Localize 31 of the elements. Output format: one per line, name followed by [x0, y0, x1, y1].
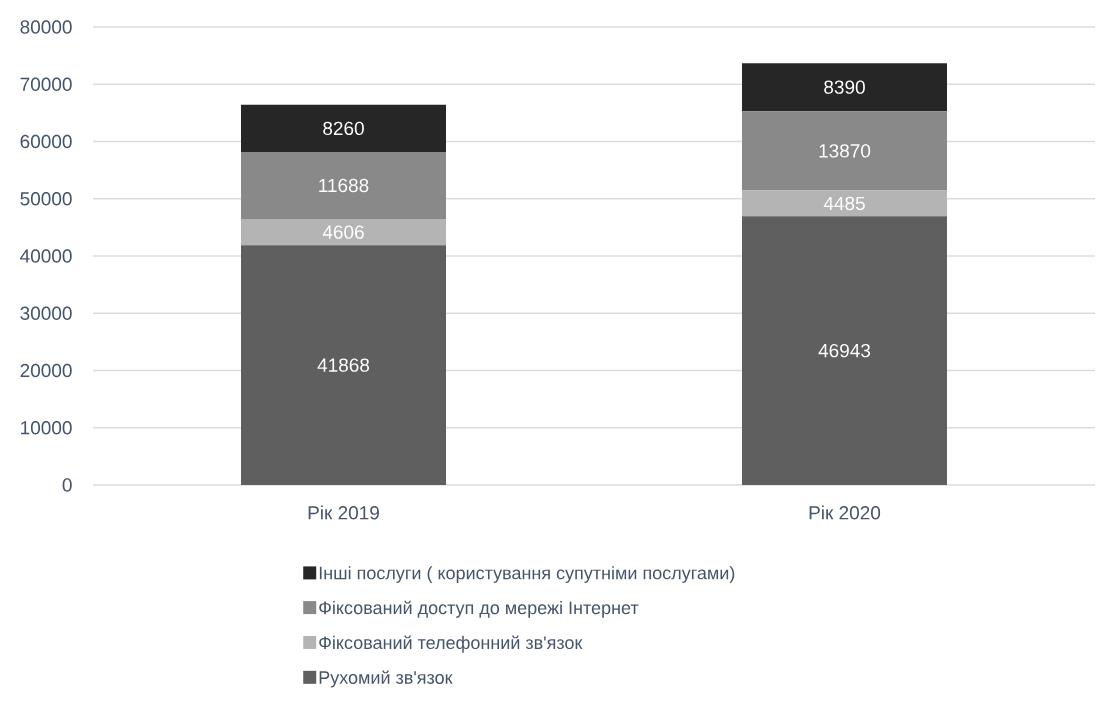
data-label: 13870 — [819, 144, 871, 158]
y-tick-label: 60000 — [20, 134, 72, 149]
data-label: 8390 — [824, 80, 865, 94]
y-tick-label: 40000 — [20, 249, 72, 263]
data-label: 8260 — [323, 121, 364, 136]
legend-label: Фіксований телефонний зв'язок — [319, 635, 583, 653]
data-label: 46943 — [818, 343, 871, 358]
bar — [741, 190, 947, 217]
bar — [741, 63, 947, 112]
legend-label: Інші послуги ( користування супутніми послугами) — [319, 566, 735, 583]
data-label: 4485 — [823, 196, 865, 211]
data-label: 41868 — [317, 358, 370, 372]
bar — [241, 218, 447, 246]
y-tick-label: 10000 — [21, 421, 72, 435]
bar — [741, 216, 947, 485]
y-tick-label: 20000 — [20, 363, 72, 378]
bar — [241, 245, 447, 485]
y-tick-label: 30000 — [20, 306, 72, 320]
bar — [741, 111, 947, 191]
bar — [241, 152, 447, 219]
x-tick-label: Рік 2019 — [308, 505, 379, 520]
x-tick-label: Рік 2020 — [809, 505, 881, 520]
y-tick-label: 50000 — [20, 192, 72, 206]
legend-label: Фіксований доступ до мережі Інтернет — [319, 600, 639, 618]
data-label: 11688 — [319, 178, 369, 193]
y-tick-label: 80000 — [20, 20, 72, 34]
data-label: 4606 — [322, 225, 364, 239]
legend-label: Рухомий зв'язок — [319, 670, 453, 688]
bar — [241, 104, 447, 153]
y-tick-label: 70000 — [20, 77, 72, 91]
y-tick-label: 0 — [62, 478, 72, 492]
